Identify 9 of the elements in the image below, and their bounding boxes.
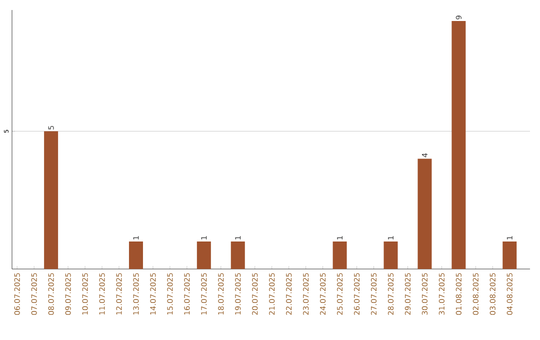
bar bbox=[128, 241, 143, 269]
bar bbox=[452, 21, 466, 269]
bar bbox=[196, 241, 211, 269]
bar bbox=[332, 241, 347, 269]
bar bbox=[418, 158, 432, 269]
bar bbox=[44, 131, 58, 269]
bar bbox=[230, 241, 245, 269]
bar bbox=[502, 241, 517, 269]
bar bbox=[384, 241, 398, 269]
